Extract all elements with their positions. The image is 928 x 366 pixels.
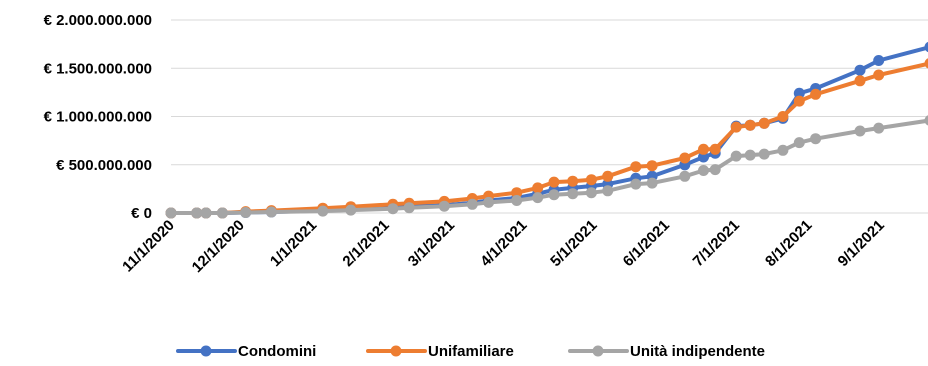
data-point-unit-indipendente (266, 207, 277, 218)
data-point-unit-indipendente (731, 151, 742, 162)
legend-label: Condomini (238, 343, 316, 360)
data-point-unit-indipendente (567, 188, 578, 199)
legend-marker-unifamiliare (391, 346, 402, 357)
x-tick-label: 2/1/2021 (339, 217, 392, 270)
y-tick-label: € 0 (131, 205, 152, 222)
data-point-unit-indipendente (217, 208, 228, 219)
y-tick-label: € 1.500.000.000 (44, 60, 152, 77)
data-point-unifamiliare (925, 58, 928, 69)
data-point-condomini (873, 55, 884, 66)
x-tick-label: 1/1/2021 (267, 217, 320, 270)
data-point-unifamiliare (630, 161, 641, 172)
data-point-condomini (855, 65, 866, 76)
data-point-unit-indipendente (586, 187, 597, 198)
legend: Condomini Unifamiliare Unità indipendente (178, 343, 765, 360)
data-point-unit-indipendente (345, 205, 356, 216)
data-point-unit-indipendente (759, 149, 770, 160)
data-point-unit-indipendente (679, 171, 690, 182)
data-point-unifamiliare (794, 96, 805, 107)
x-tick-label: 12/1/2020 (189, 217, 248, 276)
legend-item-condomini: Condomini (178, 343, 316, 360)
data-point-unit-indipendente (810, 133, 821, 144)
data-point-unifamiliare (647, 160, 658, 171)
data-point-unit-indipendente (511, 195, 522, 206)
x-tick-label: 5/1/2021 (547, 217, 600, 270)
data-point-unit-indipendente (240, 207, 251, 218)
data-point-unit-indipendente (483, 197, 494, 208)
data-point-unifamiliare (759, 118, 770, 129)
data-point-unifamiliare (602, 171, 613, 182)
data-point-unit-indipendente (317, 206, 328, 217)
data-point-unifamiliare (855, 75, 866, 86)
x-tick-label: 9/1/2021 (835, 217, 888, 270)
data-point-unifamiliare (586, 174, 597, 185)
data-point-unit-indipendente (794, 137, 805, 148)
data-point-unifamiliare (731, 122, 742, 133)
legend-marker-condomini (201, 346, 212, 357)
x-tick-label: 4/1/2021 (477, 217, 530, 270)
data-point-unit-indipendente (602, 185, 613, 196)
data-point-unifamiliare (679, 153, 690, 164)
y-axis-tick-labels: € 0 € 500.000.000 € 1.000.000.000 € 1.500.0… (44, 12, 152, 222)
legend-item-unifamiliare: Unifamiliare (368, 343, 514, 360)
data-point-unifamiliare (777, 111, 788, 122)
legend-label: Unità indipendente (630, 343, 765, 360)
data-point-unifamiliare (810, 89, 821, 100)
data-point-unit-indipendente (873, 123, 884, 134)
data-point-unifamiliare (549, 177, 560, 188)
data-point-unit-indipendente (698, 165, 709, 176)
y-tick-label: € 2.000.000.000 (44, 12, 152, 29)
data-point-unit-indipendente (404, 202, 415, 213)
data-point-unit-indipendente (439, 201, 450, 212)
legend-item-unit-indipendente: Unità indipendente (570, 343, 765, 360)
x-tick-label: 3/1/2021 (405, 217, 458, 270)
data-point-unit-indipendente (647, 178, 658, 189)
data-point-unit-indipendente (777, 145, 788, 156)
data-point-condomini (925, 42, 928, 53)
data-point-unit-indipendente (710, 164, 721, 175)
y-tick-label: € 500.000.000 (56, 157, 152, 174)
data-point-unifamiliare (532, 182, 543, 193)
x-tick-label: 7/1/2021 (690, 217, 743, 270)
x-tick-label: 6/1/2021 (620, 217, 673, 270)
data-point-unit-indipendente (549, 189, 560, 200)
data-point-unifamiliare (567, 176, 578, 187)
legend-marker-unit-indipendente (593, 346, 604, 357)
data-point-unit-indipendente (630, 179, 641, 190)
data-point-unifamiliare (745, 120, 756, 131)
legend-label: Unifamiliare (428, 343, 514, 360)
data-point-unit-indipendente (745, 150, 756, 161)
data-point-unit-indipendente (855, 126, 866, 137)
x-tick-label: 11/1/2020 (119, 217, 178, 276)
data-point-unifamiliare (710, 144, 721, 155)
data-point-unifamiliare (873, 70, 884, 81)
data-point-unit-indipendente (387, 203, 398, 214)
x-tick-label: 8/1/2021 (762, 217, 815, 270)
data-point-unifamiliare (698, 144, 709, 155)
data-point-unit-indipendente (467, 199, 478, 210)
data-point-unit-indipendente (166, 208, 177, 219)
series-unit-indipendente (166, 115, 928, 219)
data-point-unit-indipendente (532, 192, 543, 203)
data-point-unit-indipendente (201, 208, 212, 219)
y-tick-label: € 1.000.000.000 (44, 109, 152, 126)
